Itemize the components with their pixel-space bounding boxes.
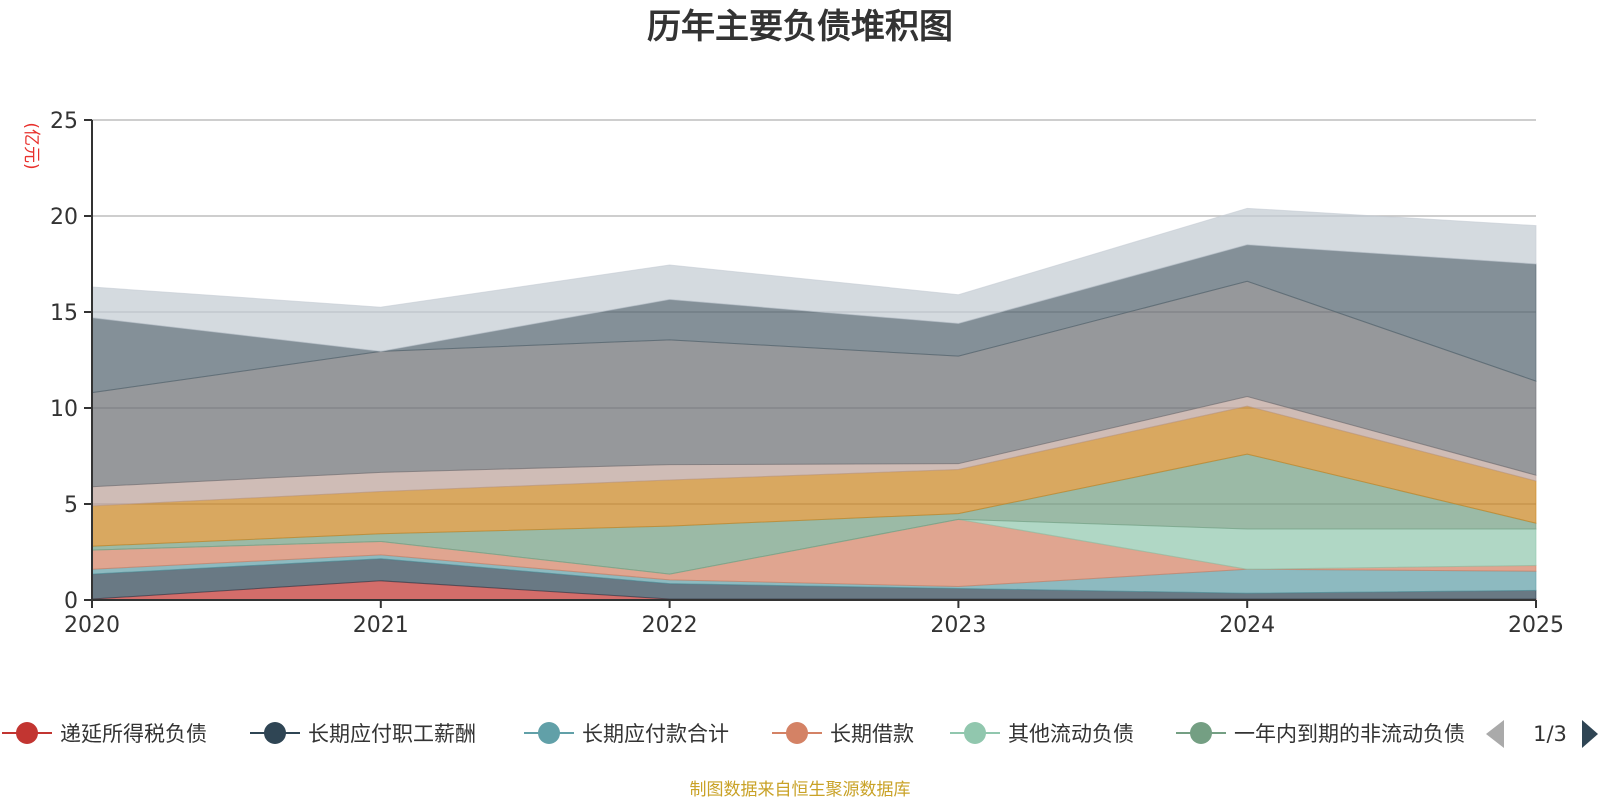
legend-label: 长期应付职工薪酬 bbox=[308, 722, 476, 746]
source-note: 制图数据来自恒生聚源数据库 bbox=[690, 780, 911, 800]
legend-label: 一年内到期的非流动负债 bbox=[1234, 722, 1465, 746]
legend-label: 长期应付款合计 bbox=[582, 722, 729, 746]
area-series-group bbox=[91, 207, 1537, 601]
area-series-10 bbox=[91, 207, 1537, 352]
legend-items: 递延所得税负债 长期应付职工薪酬 长期应付款合计 长期借款 其他流动负债 一年内到期的非流… bbox=[2, 722, 1465, 746]
legend-label: 其他流动负债 bbox=[1008, 722, 1134, 746]
legend-marker-dot bbox=[264, 722, 286, 744]
legend-marker-dot bbox=[16, 722, 38, 744]
legend-item-4[interactable]: 其他流动负债 bbox=[950, 722, 1134, 746]
x-tick-label-2024: 2024 bbox=[1219, 613, 1275, 638]
y-tick-label-15: 15 bbox=[50, 301, 78, 326]
y-tick-label-10: 10 bbox=[50, 397, 78, 422]
legend-marker-dot bbox=[786, 722, 808, 744]
y-tick-label-25: 25 bbox=[50, 109, 78, 134]
y-tick-label-5: 5 bbox=[64, 493, 78, 518]
legend-item-0[interactable]: 递延所得税负债 bbox=[2, 722, 207, 746]
x-tick-label-2021: 2021 bbox=[353, 613, 409, 638]
y-tick-label-0: 0 bbox=[64, 589, 78, 614]
y-axis-unit-label: (亿元) bbox=[21, 122, 41, 169]
chart-title: 历年主要负债堆积图 bbox=[647, 7, 953, 47]
legend-next-page-icon[interactable] bbox=[1582, 720, 1598, 748]
legend-label: 长期借款 bbox=[830, 722, 914, 746]
legend-marker-dot bbox=[964, 722, 986, 744]
legend-page-indicator: 1/3 bbox=[1533, 722, 1567, 746]
legend-label: 递延所得税负债 bbox=[60, 722, 207, 746]
x-tick-label-2022: 2022 bbox=[642, 613, 698, 638]
x-tick-label-2020: 2020 bbox=[64, 613, 120, 638]
legend-prev-page-icon[interactable] bbox=[1486, 720, 1504, 748]
legend-item-5[interactable]: 一年内到期的非流动负债 bbox=[1176, 722, 1465, 746]
legend-item-1[interactable]: 长期应付职工薪酬 bbox=[250, 722, 476, 746]
y-tick-label-20: 20 bbox=[50, 205, 78, 230]
legend: 递延所得税负债 长期应付职工薪酬 长期应付款合计 长期借款 其他流动负债 一年内到期的非流… bbox=[2, 720, 1598, 748]
legend-item-3[interactable]: 长期借款 bbox=[772, 722, 914, 746]
x-tick-label-2023: 2023 bbox=[930, 613, 986, 638]
legend-marker-dot bbox=[538, 722, 560, 744]
legend-item-2[interactable]: 长期应付款合计 bbox=[524, 722, 729, 746]
legend-marker-dot bbox=[1190, 722, 1212, 744]
x-tick-label-2025: 2025 bbox=[1508, 613, 1564, 638]
